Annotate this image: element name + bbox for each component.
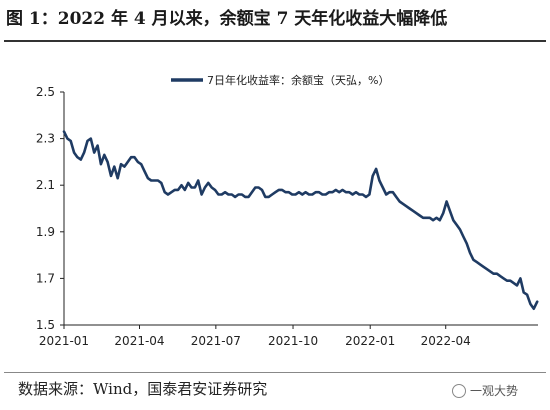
axes (63, 92, 538, 326)
x-tick-label: 2022-01 (345, 334, 395, 348)
y-tick-label: 1.9 (36, 225, 55, 239)
x-axis-ticks: 2021-01 2021-04 2021-07 2021-10 2022-01 2022-… (39, 325, 471, 348)
x-tick-label: 2021-10 (268, 334, 318, 348)
series-line (62, 130, 539, 311)
x-tick-label: 2021-07 (191, 334, 241, 348)
y-tick-label: 2.5 (36, 85, 55, 99)
figure-title: 图 1：2022 年 4 月以来，余额宝 7 天年化收益大幅降低 (6, 9, 448, 29)
y-tick-label: 2.1 (36, 178, 55, 192)
x-tick-label: 2021-01 (39, 334, 89, 348)
line-chart: 7日年化收益率：余额宝（天弘，%） 2.5 2.3 2.1 1.9 1.7 1.5 202… (36, 73, 539, 348)
x-tick-label: 2022-04 (421, 334, 471, 348)
bottom-rule (4, 372, 546, 373)
legend-label: 7日年化收益率：余额宝（天弘，%） (207, 73, 389, 87)
y-tick-label: 1.7 (36, 271, 55, 285)
wechat-icon (452, 384, 466, 398)
legend: 7日年化收益率：余额宝（天弘，%） (171, 73, 389, 87)
watermark: 一观大势 (452, 382, 518, 399)
source-note: 数据来源：Wind，国泰君安证券研究 (18, 380, 268, 398)
y-axis-ticks: 2.5 2.3 2.1 1.9 1.7 1.5 (36, 85, 64, 332)
series-group (62, 130, 539, 311)
y-tick-label: 1.5 (36, 318, 55, 332)
y-tick-label: 2.3 (36, 132, 55, 146)
title-rule (4, 40, 546, 42)
watermark-text: 一观大势 (470, 384, 519, 398)
x-tick-label: 2021-04 (114, 334, 164, 348)
